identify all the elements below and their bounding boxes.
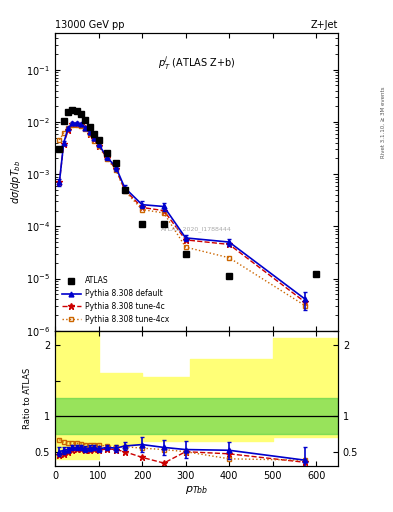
- Pythia 8.308 tune-4c: [66, 127, 70, 133]
- Pythia 8.308 tune-4c: [140, 204, 145, 210]
- ATLAS: [183, 250, 188, 257]
- Pythia 8.308 tune-4c: [96, 143, 101, 149]
- Text: $p_T^j$ (ATLAS Z+b): $p_T^j$ (ATLAS Z+b): [158, 54, 235, 72]
- Pythia 8.308 tune-4cx: [114, 167, 118, 173]
- ATLAS: [83, 117, 88, 123]
- Pythia 8.308 tune-4c: [183, 237, 188, 243]
- Legend: ATLAS, Pythia 8.308 default, Pythia 8.308 tune-4c, Pythia 8.308 tune-4cx: ATLAS, Pythia 8.308 default, Pythia 8.30…: [59, 273, 172, 327]
- Y-axis label: Ratio to ATLAS: Ratio to ATLAS: [23, 368, 32, 429]
- Pythia 8.308 tune-4cx: [70, 122, 75, 128]
- ATLAS: [114, 160, 118, 166]
- ATLAS: [70, 107, 75, 113]
- Pythia 8.308 tune-4c: [105, 155, 110, 161]
- Bar: [55, 398, 338, 434]
- Pythia 8.308 tune-4cx: [57, 137, 62, 143]
- ATLAS: [79, 111, 83, 117]
- Text: ATLAS_2020_I1788444: ATLAS_2020_I1788444: [161, 227, 232, 232]
- ATLAS: [61, 118, 66, 124]
- Pythia 8.308 tune-4c: [122, 187, 127, 193]
- Line: ATLAS: ATLAS: [57, 107, 319, 279]
- Pythia 8.308 tune-4c: [57, 179, 62, 185]
- Line: Pythia 8.308 tune-4c: Pythia 8.308 tune-4c: [56, 121, 309, 306]
- ATLAS: [57, 146, 62, 152]
- ATLAS: [96, 137, 101, 143]
- Pythia 8.308 tune-4cx: [140, 206, 145, 212]
- Pythia 8.308 tune-4cx: [122, 188, 127, 194]
- Pythia 8.308 tune-4cx: [303, 303, 308, 309]
- ATLAS: [227, 273, 231, 280]
- ATLAS: [92, 131, 97, 137]
- Pythia 8.308 tune-4cx: [79, 123, 83, 129]
- Pythia 8.308 tune-4c: [83, 125, 88, 132]
- Pythia 8.308 tune-4cx: [61, 130, 66, 136]
- ATLAS: [162, 221, 166, 227]
- Pythia 8.308 tune-4c: [303, 299, 308, 305]
- Pythia 8.308 tune-4cx: [74, 122, 79, 128]
- Pythia 8.308 tune-4c: [79, 122, 83, 128]
- Pythia 8.308 tune-4cx: [227, 254, 231, 261]
- Pythia 8.308 tune-4c: [70, 121, 75, 127]
- Pythia 8.308 tune-4cx: [83, 126, 88, 133]
- ATLAS: [314, 271, 319, 278]
- Pythia 8.308 tune-4c: [227, 241, 231, 247]
- Pythia 8.308 tune-4c: [74, 121, 79, 127]
- Pythia 8.308 tune-4c: [61, 141, 66, 147]
- ATLAS: [140, 221, 145, 227]
- ATLAS: [122, 187, 127, 193]
- Y-axis label: $d\sigma/dpT_{bb}$: $d\sigma/dpT_{bb}$: [9, 160, 23, 204]
- X-axis label: $p_{Tbb}$: $p_{Tbb}$: [185, 483, 208, 496]
- Pythia 8.308 tune-4cx: [88, 131, 92, 137]
- Pythia 8.308 tune-4cx: [66, 124, 70, 131]
- Text: Rivet 3.1.10, ≥ 3M events: Rivet 3.1.10, ≥ 3M events: [381, 87, 386, 158]
- ATLAS: [105, 151, 110, 157]
- ATLAS: [74, 108, 79, 114]
- Pythia 8.308 tune-4cx: [105, 156, 110, 162]
- Pythia 8.308 tune-4cx: [92, 138, 97, 144]
- Pythia 8.308 tune-4cx: [96, 143, 101, 150]
- Pythia 8.308 tune-4cx: [162, 210, 166, 216]
- ATLAS: [66, 109, 70, 115]
- Pythia 8.308 tune-4c: [114, 166, 118, 172]
- Pythia 8.308 tune-4c: [162, 207, 166, 214]
- Pythia 8.308 tune-4c: [92, 136, 97, 142]
- Pythia 8.308 tune-4cx: [183, 244, 188, 250]
- Line: Pythia 8.308 tune-4cx: Pythia 8.308 tune-4cx: [57, 122, 308, 308]
- ATLAS: [88, 124, 92, 130]
- Text: 13000 GeV pp: 13000 GeV pp: [55, 19, 125, 30]
- Text: Z+Jet: Z+Jet: [310, 19, 338, 30]
- Pythia 8.308 tune-4c: [88, 131, 92, 137]
